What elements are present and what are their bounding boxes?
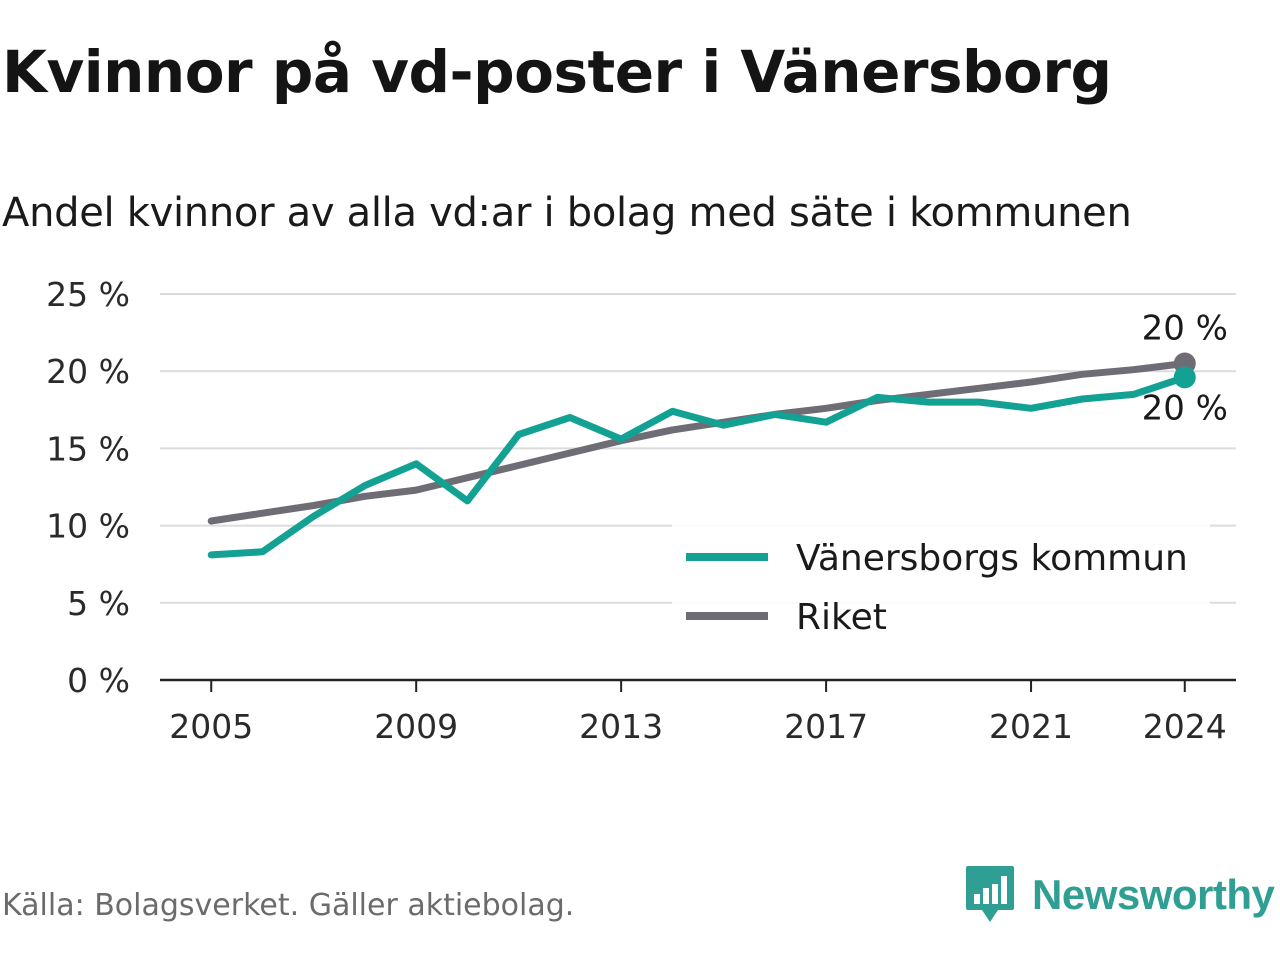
brand-name: Newsworthy bbox=[1032, 871, 1275, 918]
brand-logo[interactable]: Newsworthy bbox=[964, 864, 1275, 926]
series-line-riket bbox=[207, 360, 1189, 525]
y-tick-label: 5 % bbox=[67, 584, 130, 623]
end-marker-vanersborg bbox=[1173, 366, 1196, 389]
y-tick-label: 20 % bbox=[46, 352, 130, 391]
x-tick-label: 2017 bbox=[784, 707, 868, 746]
x-tick-label: 2021 bbox=[989, 707, 1073, 746]
legend: Vänersborgs kommun Riket bbox=[672, 523, 1210, 657]
source-note: Källa: Bolagsverket. Gäller aktiebolag. bbox=[2, 888, 575, 923]
legend-label: Vänersborgs kommun bbox=[796, 538, 1188, 579]
legend-box bbox=[672, 523, 1210, 657]
end-labels: 20 % 20 % bbox=[1142, 308, 1228, 428]
end-label-vanersborg: 20 % bbox=[1142, 388, 1228, 428]
y-tick-label: 15 % bbox=[46, 429, 130, 468]
y-tick-label: 25 % bbox=[46, 275, 130, 314]
series-line-vanersborg bbox=[207, 373, 1189, 559]
series-lines bbox=[207, 352, 1196, 559]
chart-title: Kvinnor på vd-poster i Vänersborg bbox=[2, 38, 1112, 106]
newsworthy-logo-icon bbox=[966, 866, 1014, 922]
x-tick-label: 2005 bbox=[169, 707, 253, 746]
end-label-riket: 20 % bbox=[1142, 308, 1228, 348]
y-tick-label: 10 % bbox=[46, 507, 130, 546]
legend-label: Riket bbox=[796, 597, 887, 638]
axes: 0 % 5 % 10 % 15 % 20 % 25 % 2005 2009 2013 2017 20… bbox=[46, 275, 1236, 746]
chart-subtitle: Andel kvinnor av alla vd:ar i bolag med … bbox=[2, 190, 1132, 236]
x-tick-label: 2024 bbox=[1143, 707, 1227, 746]
x-tick-label: 2013 bbox=[579, 707, 663, 746]
y-tick-label: 0 % bbox=[67, 661, 130, 700]
x-tick-label: 2009 bbox=[374, 707, 458, 746]
